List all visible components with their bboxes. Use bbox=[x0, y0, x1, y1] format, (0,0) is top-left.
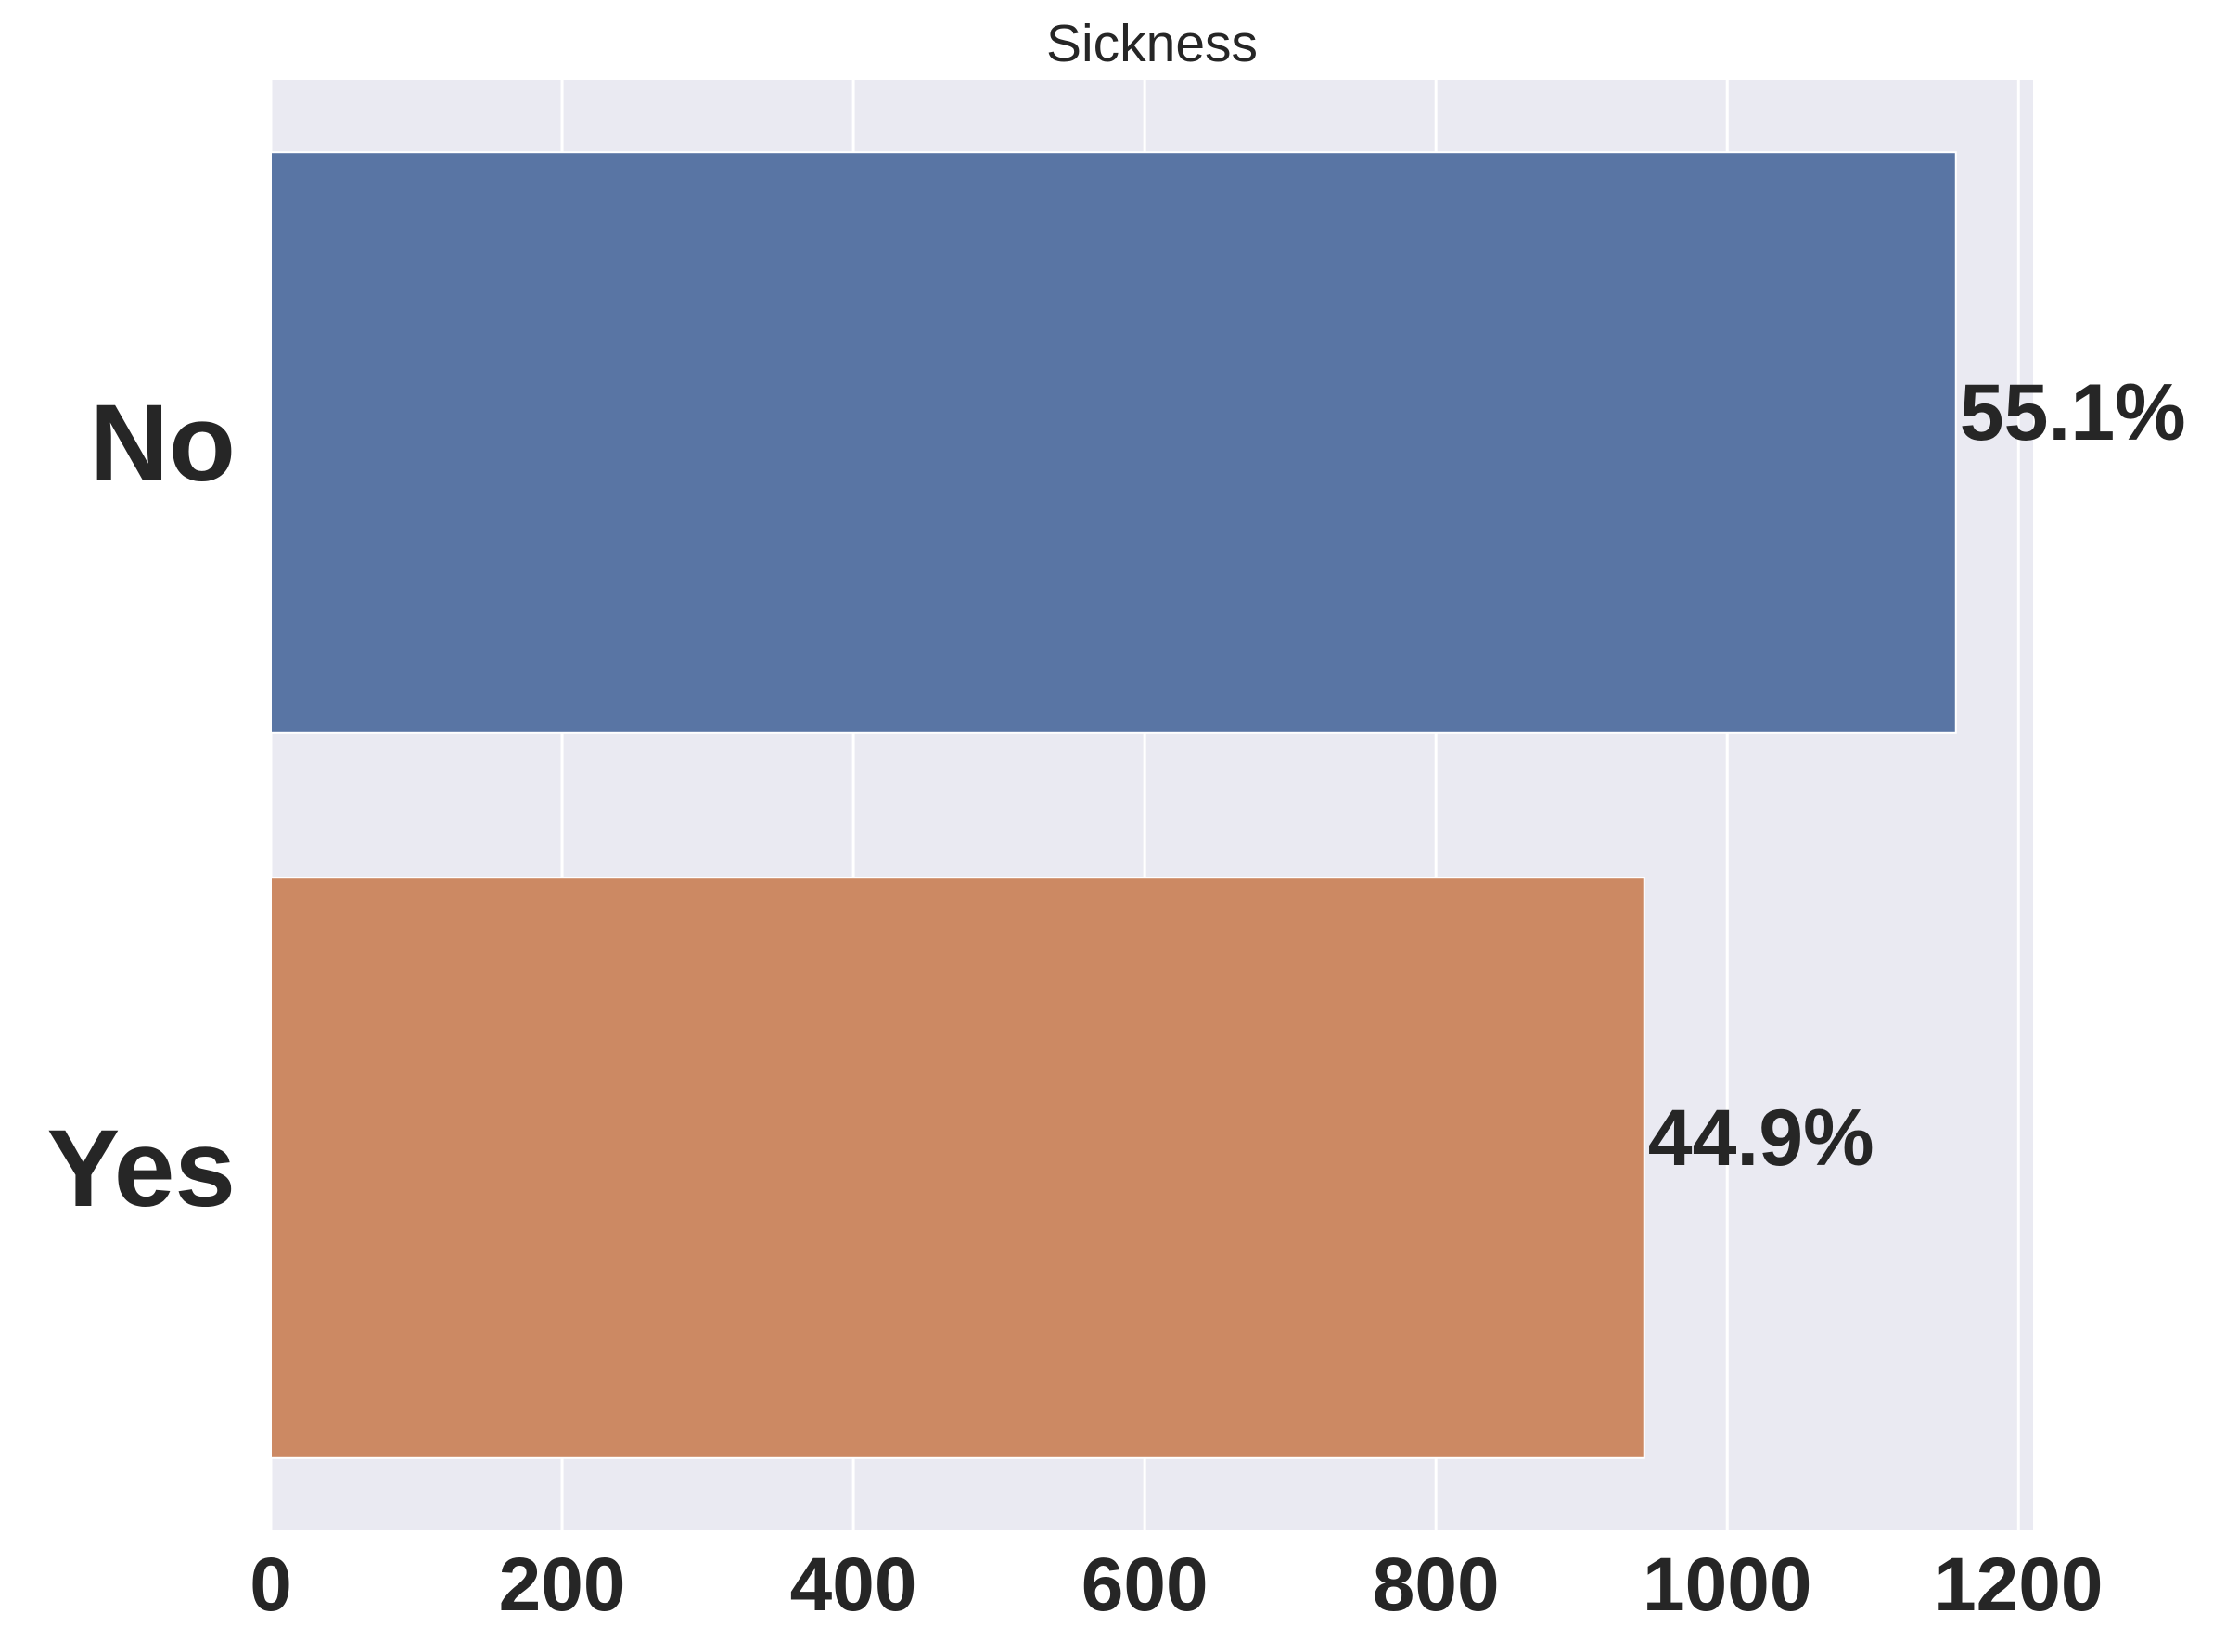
category-label-no: No bbox=[90, 382, 236, 505]
bar-yes bbox=[270, 877, 1645, 1459]
bars bbox=[270, 151, 1957, 1459]
bar-no bbox=[270, 151, 1957, 734]
x-tick-label-400: 400 bbox=[790, 1543, 917, 1627]
chart-title: Sickness bbox=[1046, 14, 1258, 73]
category-label-yes: Yes bbox=[47, 1108, 236, 1230]
x-tick-label-1000: 1000 bbox=[1643, 1543, 1811, 1627]
x-tick-label-800: 800 bbox=[1373, 1543, 1500, 1627]
data-label-no: 55.1% bbox=[1960, 368, 2186, 457]
x-tick-label-0: 0 bbox=[249, 1543, 292, 1627]
x-tick-label-600: 600 bbox=[1081, 1543, 1209, 1627]
x-tick-label-1200: 1200 bbox=[1934, 1543, 2103, 1627]
x-tick-label-200: 200 bbox=[499, 1543, 626, 1627]
data-label-yes: 44.9% bbox=[1648, 1094, 1874, 1183]
labels: 0 200 400 600 800 1000 1200 No 55.1% Yes 44.9% bbox=[47, 368, 2186, 1627]
